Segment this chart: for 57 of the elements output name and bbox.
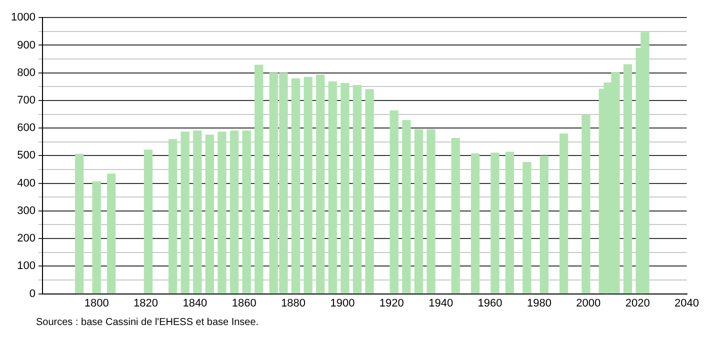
y-tick-label: 100 <box>17 260 36 272</box>
bar <box>180 132 190 294</box>
bar <box>106 174 116 294</box>
bar <box>75 154 84 294</box>
y-tick-label: 600 <box>17 122 36 134</box>
y-tick-label: 1000 <box>10 12 36 24</box>
bar <box>352 84 362 294</box>
x-tick-label: 1820 <box>134 297 158 310</box>
x-tick-label: 1840 <box>182 297 208 310</box>
bar <box>242 130 251 294</box>
bar <box>522 162 532 294</box>
bar <box>490 152 500 294</box>
bar <box>365 89 374 294</box>
y-tick-label: 500 <box>17 150 36 162</box>
bar <box>304 76 312 294</box>
bar <box>451 138 460 294</box>
x-tick-label: 1800 <box>84 297 109 310</box>
x-tick-label: 1980 <box>526 297 552 310</box>
bar <box>390 110 398 294</box>
bar <box>559 134 568 294</box>
y-tick-label: 900 <box>17 39 36 52</box>
y-tick-label: 300 <box>17 204 36 217</box>
y-tick-label: 800 <box>17 66 36 79</box>
x-tick-label: 2020 <box>625 297 650 310</box>
bar <box>205 134 214 294</box>
bar <box>193 130 202 294</box>
x-tick-label: 1880 <box>281 297 306 310</box>
bar <box>426 129 436 294</box>
y-tick-label: 400 <box>17 177 36 190</box>
y-tick-label: 0 <box>29 288 36 300</box>
bar <box>623 64 632 294</box>
bar <box>505 152 514 294</box>
bar <box>291 78 300 294</box>
x-tick-label: 1900 <box>330 297 355 310</box>
x-tick-label: 1960 <box>478 297 502 310</box>
x-tick-label: 2040 <box>674 297 700 310</box>
bar <box>582 114 590 294</box>
y-tick-label: 700 <box>17 94 36 106</box>
bar <box>218 132 226 294</box>
bar <box>470 153 480 294</box>
bar <box>402 120 411 294</box>
bar <box>168 139 178 294</box>
bar <box>340 83 350 294</box>
x-tick-label: 2000 <box>576 297 601 310</box>
bar <box>92 181 101 294</box>
bar <box>328 81 337 294</box>
bar <box>414 129 424 294</box>
bar <box>316 74 325 294</box>
x-tick-label: 1860 <box>232 297 256 310</box>
x-tick-label: 1920 <box>379 297 404 310</box>
y-tick-label: 200 <box>17 232 36 245</box>
bar <box>144 150 153 294</box>
bar <box>230 130 239 294</box>
source-note: Sources : base Cassini de l'EHESS et base Insee. <box>36 317 260 328</box>
x-tick-label: 1940 <box>428 297 454 310</box>
bar <box>254 64 264 294</box>
bar <box>540 156 548 294</box>
